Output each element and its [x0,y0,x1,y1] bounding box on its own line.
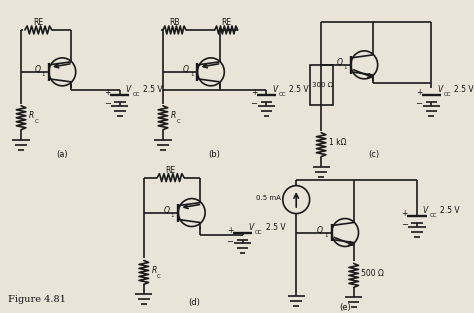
Text: RB: RB [169,18,180,28]
Text: 1: 1 [171,213,174,218]
Text: CC: CC [255,230,263,235]
Text: +: + [104,88,110,97]
Text: 1: 1 [343,65,347,70]
Text: CC: CC [429,213,437,218]
Text: RE: RE [165,166,176,175]
Text: RE: RE [33,18,44,28]
Text: R: R [152,266,157,275]
Text: V: V [423,206,428,215]
Text: V: V [126,85,131,94]
Text: +: + [416,88,422,97]
Text: −: − [415,99,422,108]
Text: 1: 1 [324,233,328,238]
Text: C: C [157,274,161,279]
Text: C: C [176,119,180,124]
Text: +: + [227,226,233,235]
Text: (c): (c) [368,150,379,159]
Text: 1: 1 [41,72,45,77]
Text: CC: CC [279,92,286,97]
Text: −: − [401,220,408,229]
Text: 2.5 V: 2.5 V [290,85,309,94]
Text: RE: RE [221,18,231,28]
Text: 2.5 V: 2.5 V [143,85,163,94]
Text: CC: CC [132,92,140,97]
Text: (b): (b) [208,150,220,159]
Text: 1 kΩ: 1 kΩ [329,138,346,147]
Text: 2.5 V: 2.5 V [265,223,285,232]
Text: −: − [251,99,257,108]
Text: Q: Q [183,65,189,74]
Text: V: V [248,223,254,232]
Text: Q: Q [164,206,170,215]
Text: 1: 1 [190,72,193,77]
Text: Q: Q [317,226,323,235]
Text: +: + [401,209,408,218]
Text: −: − [227,237,234,246]
Text: V: V [272,85,277,94]
Text: 0.5 mA: 0.5 mA [256,195,281,201]
Text: C: C [35,119,38,124]
Text: Q: Q [35,65,40,74]
Text: CC: CC [444,92,451,97]
Text: 500 Ω: 500 Ω [361,269,384,278]
Text: 2.5 V: 2.5 V [455,85,474,94]
Bar [310,65,333,105]
Text: R: R [171,111,176,120]
Text: 300 Ω: 300 Ω [311,82,333,88]
Text: −: − [104,99,111,108]
Text: V: V [437,85,442,94]
Text: 2.5 V: 2.5 V [440,206,460,215]
Text: (a): (a) [56,150,68,159]
Text: +: + [251,88,257,97]
Text: (e): (e) [339,303,351,312]
Text: Q: Q [337,58,342,67]
Text: (d): (d) [189,298,201,307]
Text: Figure 4.81: Figure 4.81 [8,295,65,304]
Text: R: R [29,111,34,120]
